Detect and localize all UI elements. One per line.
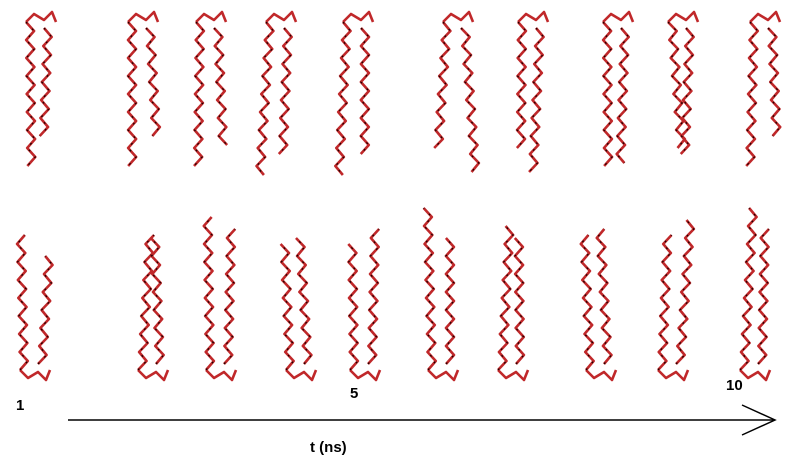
molecule-snapshots: [15, 10, 782, 382]
lipid-chain: [195, 10, 228, 23]
lipid-chain: [497, 225, 514, 371]
lipid-chain: [657, 234, 673, 371]
lipid-chain: [150, 237, 165, 365]
lipid-chain: [601, 21, 614, 167]
lipid-chain: [657, 369, 690, 382]
lipid-chain: [528, 27, 545, 173]
lipid-chain: [444, 237, 456, 365]
lipid-chain: [602, 10, 635, 23]
lipid-chain: [213, 27, 229, 146]
lipid-chain: [675, 219, 695, 365]
lipid-chain: [460, 27, 481, 173]
tick-label: 5: [350, 385, 358, 402]
lipid-chain: [359, 27, 371, 155]
lipid-chain: [280, 243, 295, 371]
lipid-chain: [24, 21, 37, 167]
lipid-chain: [342, 10, 375, 23]
lipid-chain: [149, 237, 165, 365]
lipid-chain: [16, 234, 29, 371]
lipid-chain: [757, 228, 770, 365]
lipid-chain: [739, 207, 758, 371]
lipid-chain: [359, 27, 370, 155]
lipid-chain: [497, 225, 515, 371]
lipid-chain: [39, 27, 53, 137]
lipid-chain: [497, 369, 530, 382]
lipid-chain: [739, 369, 772, 382]
axis-label: t (ns): [310, 439, 347, 456]
lipid-chain: [517, 10, 550, 23]
lipid-chain: [347, 243, 360, 371]
lipid-chain: [278, 27, 293, 155]
lipid-chain: [680, 27, 695, 155]
lipid-chain: [528, 27, 545, 173]
lipid-chain: [745, 21, 760, 167]
lipid-chain: [749, 10, 782, 23]
lipid-chain: [739, 207, 758, 371]
lipid-chain: [126, 21, 138, 167]
lipid-chain: [445, 237, 455, 365]
lipid-chain: [513, 237, 526, 365]
lipid-chain: [423, 207, 437, 371]
lipid-chain: [585, 369, 618, 382]
lipid-chain: [145, 27, 161, 137]
tick-label: 10: [726, 377, 743, 394]
lipid-chain: [667, 21, 687, 149]
lipid-chain: [349, 369, 382, 382]
lipid-chain: [595, 228, 613, 365]
lipid-chain: [37, 255, 54, 365]
lipid-chain: [515, 21, 528, 149]
lipid-chain: [433, 21, 452, 149]
lipid-chain: [137, 234, 155, 371]
lipid-chain: [127, 10, 160, 23]
time-arrow: [68, 404, 777, 436]
lipid-chain: [516, 21, 527, 149]
tick-label: 1: [16, 397, 24, 414]
lipid-chain: [223, 228, 236, 365]
lipid-chain: [667, 10, 700, 23]
lipid-chain: [334, 21, 352, 176]
lipid-chain: [367, 228, 380, 365]
lipid-chain: [667, 21, 686, 149]
lipid-chain: [442, 10, 475, 23]
lipid-chain: [205, 369, 238, 382]
lipid-chain: [277, 27, 293, 155]
lipid-chain: [295, 237, 313, 365]
lipid-chain: [675, 219, 696, 365]
lipid-chain: [767, 27, 782, 137]
lipid-chain: [514, 237, 525, 365]
lipid-chain: [137, 369, 170, 382]
lipid-chain: [285, 369, 318, 382]
lipid-chain: [427, 369, 460, 382]
lipid-chain: [37, 255, 54, 365]
lipid-chain: [433, 21, 452, 149]
lipid-chain: [615, 27, 630, 164]
lipid-chain: [255, 21, 275, 176]
lipid-chain: [192, 21, 206, 167]
lipid-chain: [580, 234, 595, 371]
lipid-chain: [679, 27, 695, 155]
lipid-chain: [145, 27, 162, 137]
lipid-chain: [19, 369, 52, 382]
lipid-chain: [347, 243, 359, 371]
lipid-chain: [265, 10, 298, 23]
lipid-chain: [279, 243, 295, 371]
lipid-chain: [460, 27, 480, 173]
lipid-chain: [295, 237, 313, 365]
lipid-chain: [202, 216, 216, 371]
lipid-chain: [25, 10, 58, 23]
